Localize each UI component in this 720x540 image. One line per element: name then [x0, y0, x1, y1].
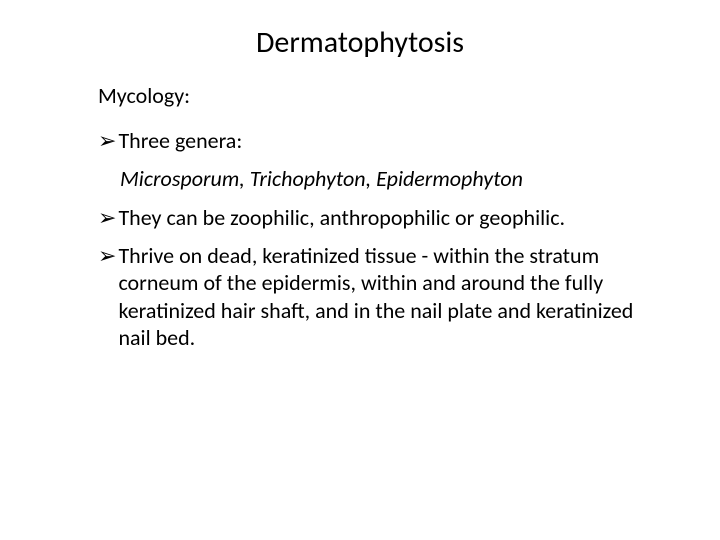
slide: Dermatophytosis Mycology: ➢ Three genera… — [0, 0, 720, 540]
genera-line: Microsporum, Trichophyton, Epidermophyto… — [120, 165, 658, 193]
bullet-marker-icon: ➢ — [98, 204, 116, 232]
bullet-item: ➢ Thrive on dead, keratinized tissue - w… — [98, 242, 658, 352]
bullet-marker-icon: ➢ — [98, 127, 116, 155]
bullet-text: Thrive on dead, keratinized tissue - wit… — [118, 242, 658, 352]
slide-body: Mycology: ➢ Three genera: Microsporum, T… — [98, 82, 658, 362]
subheading-mycology: Mycology: — [98, 82, 658, 109]
bullet-item: ➢ They can be zoophilic, anthropophilic … — [98, 204, 658, 232]
bullet-marker-icon: ➢ — [98, 242, 116, 270]
slide-title: Dermatophytosis — [0, 24, 720, 61]
bullet-text: They can be zoophilic, anthropophilic or… — [118, 204, 658, 232]
bullet-item: ➢ Three genera: — [98, 127, 658, 155]
bullet-text: Three genera: — [118, 127, 658, 155]
